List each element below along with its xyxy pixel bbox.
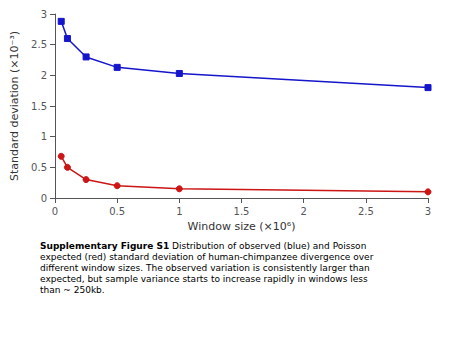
svg-text:1: 1: [41, 131, 47, 142]
svg-text:3: 3: [41, 9, 47, 20]
svg-text:Standard deviation (×10⁻³): Standard deviation (×10⁻³): [8, 31, 21, 181]
svg-text:2: 2: [41, 70, 47, 81]
svg-text:different window sizes. The ob: different window sizes. The observed var…: [40, 263, 370, 273]
svg-text:expected (red) standard deviat: expected (red) standard deviation of hum…: [40, 252, 374, 262]
svg-text:2.5: 2.5: [358, 206, 374, 217]
svg-text:0: 0: [52, 206, 58, 217]
svg-text:than ~ 250kb.: than ~ 250kb.: [40, 285, 105, 295]
svg-text:expected, but sample variance: expected, but sample variance starts to …: [40, 274, 368, 284]
svg-text:2.5: 2.5: [31, 39, 47, 50]
svg-text:1.5: 1.5: [31, 101, 47, 112]
svg-text:Window size (×10⁶): Window size (×10⁶): [188, 220, 296, 233]
svg-text:Distribution of observed (blue: Distribution of observed (blue) and Pois…: [169, 241, 366, 251]
svg-text:1.5: 1.5: [234, 206, 250, 217]
svg-text:0.5: 0.5: [31, 162, 47, 173]
svg-text:1: 1: [176, 206, 182, 217]
svg-text:3: 3: [425, 206, 431, 217]
svg-text:Supplementary Figure S1: Supplementary Figure S1: [40, 241, 169, 251]
svg-text:2: 2: [300, 206, 306, 217]
svg-text:0: 0: [41, 193, 47, 204]
svg-text:0.5: 0.5: [109, 206, 125, 217]
